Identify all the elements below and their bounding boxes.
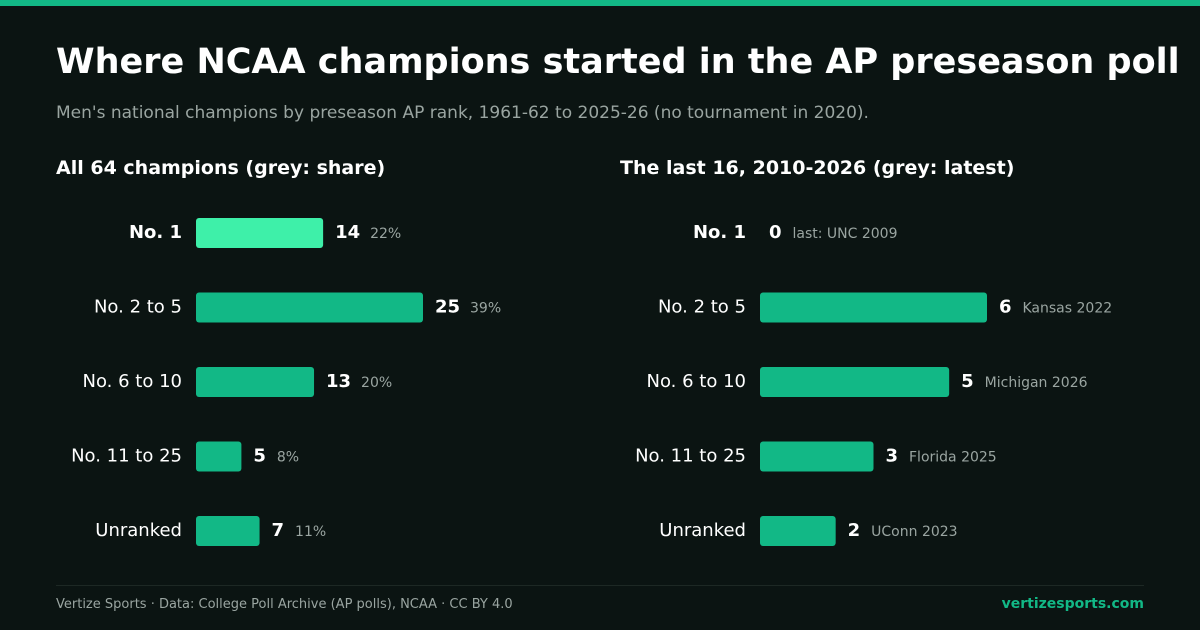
value-label: 14 xyxy=(335,222,360,243)
bar xyxy=(196,292,423,323)
annotation-label: Kansas 2022 xyxy=(1023,301,1113,317)
category-label: No. 2 to 5 xyxy=(94,297,182,318)
annotation-label: Michigan 2026 xyxy=(985,375,1088,391)
annotation-label: 22% xyxy=(370,226,401,242)
value-label: 5 xyxy=(253,446,266,467)
left-chart-title: All 64 champions (grey: share) xyxy=(56,157,386,179)
value-label: 7 xyxy=(272,520,285,541)
annotation-label: 11% xyxy=(295,524,326,540)
value-label: 3 xyxy=(886,446,899,467)
annotation-label: Florida 2025 xyxy=(909,450,997,466)
category-label: No. 11 to 25 xyxy=(71,446,182,467)
bar xyxy=(196,218,324,248)
bar xyxy=(196,441,242,472)
page-subtitle: Men's national champions by preseason AP… xyxy=(56,103,869,123)
value-label: 6 xyxy=(999,297,1012,318)
value-label: 5 xyxy=(961,371,974,392)
left-bar-chart: No. 1 14 22% No. 2 to 5 25 39% No. 6 to 10 13 20… xyxy=(71,218,501,546)
annotation-label: 20% xyxy=(361,375,392,391)
category-label: Unranked xyxy=(659,520,746,541)
value-label: 0 xyxy=(769,222,782,243)
annotation-label: 39% xyxy=(470,301,501,317)
category-label: No. 1 xyxy=(693,222,746,243)
category-label: No. 6 to 10 xyxy=(83,371,182,392)
bar xyxy=(196,367,315,397)
bar xyxy=(760,441,874,472)
bar xyxy=(760,516,836,546)
bar xyxy=(760,367,950,397)
category-label: Unranked xyxy=(95,520,182,541)
footer-divider xyxy=(56,585,1144,586)
category-label: No. 6 to 10 xyxy=(647,371,746,392)
footer-credit: Vertize Sports · Data: College Poll Arch… xyxy=(56,597,513,612)
footer-site-link[interactable]: vertizesports.com xyxy=(1001,596,1144,612)
top-accent-bar xyxy=(0,0,1200,6)
value-label: 2 xyxy=(848,520,861,541)
right-bar-chart: No. 1 0 last: UNC 2009 No. 2 to 5 6 Kansas 20… xyxy=(635,222,1113,546)
category-label: No. 11 to 25 xyxy=(635,446,746,467)
category-label: No. 1 xyxy=(129,222,182,243)
category-label: No. 2 to 5 xyxy=(658,297,746,318)
bar xyxy=(760,292,987,323)
value-label: 25 xyxy=(435,297,460,318)
annotation-label: 8% xyxy=(277,450,299,466)
page-title: Where NCAA champions started in the AP p… xyxy=(56,42,1180,82)
value-label: 13 xyxy=(326,371,351,392)
annotation-label: UConn 2023 xyxy=(871,524,957,540)
annotation-label: last: UNC 2009 xyxy=(793,226,898,242)
bar xyxy=(196,516,260,546)
right-chart-title: The last 16, 2010-2026 (grey: latest) xyxy=(620,157,1015,179)
